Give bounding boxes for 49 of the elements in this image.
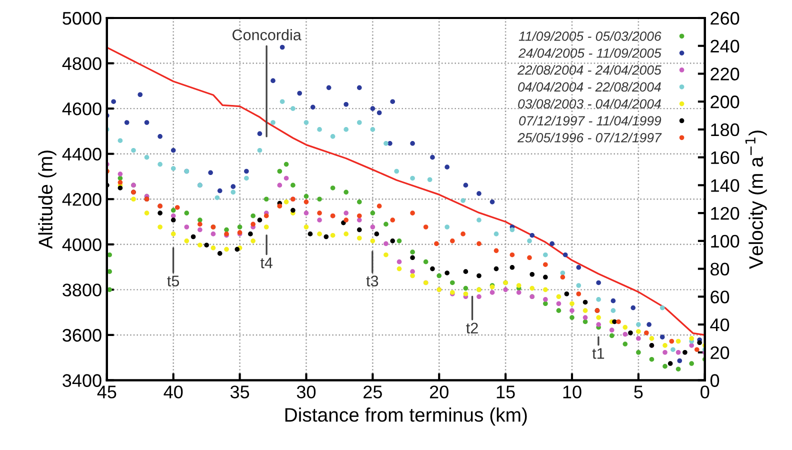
y2-tick-label: 240 [710, 40, 740, 53]
legend-label: 04/04/2004 - 22/08/2004 [518, 82, 661, 92]
y2-tick-label: 100 [711, 234, 740, 248]
y2-tick-label: 20 [710, 346, 730, 360]
annotation: Concordia [232, 29, 302, 40]
y-tick-label: 4000 [62, 238, 102, 252]
y2-tick-label: 80 [710, 262, 730, 276]
y2-tick-label: 220 [710, 68, 740, 80]
annotation: t5 [167, 276, 180, 286]
x-tick-label: 20 [430, 386, 448, 398]
y-tick-label: 4400 [62, 148, 102, 161]
y2-tick-label: 0 [710, 374, 720, 387]
x-axis-title: Distance from terminus (km) [285, 408, 527, 426]
annotation: t2 [466, 322, 478, 334]
legend-label: 07/12/1997 - 11/04/1999 [519, 116, 662, 126]
legend-label: 22/08/2004 - 24/04/2005 [517, 65, 662, 75]
annotation: t3 [366, 276, 378, 286]
y2-tick-label: 260 [710, 12, 740, 25]
annotation: t4 [260, 258, 272, 268]
x-tick-label: 25 [364, 386, 382, 398]
x-tick-label: 45 [97, 386, 116, 398]
y-tick-label: 5000 [62, 12, 102, 25]
y2-tick-label: 40 [710, 318, 730, 332]
legend-label: 03/08/2003 - 04/04/2004 [518, 98, 661, 109]
y2-tick-label: 200 [710, 96, 740, 108]
y-tick-label: 3600 [62, 328, 102, 342]
y2-tick-label: 140 [711, 179, 740, 192]
x-tick-label: 15 [496, 386, 515, 398]
y-tick-label: 4200 [62, 193, 102, 206]
legend-label: 25/05/1996 - 07/12/1997 [517, 132, 662, 142]
x-tick-label: 0 [700, 386, 710, 398]
y2-tick-label: 160 [711, 151, 740, 164]
legend-label: 11/09/2005 - 05/03/2006 [518, 31, 662, 41]
legend-label: 24/04/2005 - 11/09/2005 [518, 48, 662, 58]
y2-axis-title: Velocity (m a$^{−1}$) [745, 130, 767, 269]
y2-tick-label: 60 [710, 290, 730, 304]
x-tick-label: 40 [164, 386, 183, 398]
y-tick-label: 3400 [62, 374, 102, 387]
y-tick-label: 4800 [62, 57, 102, 70]
x-tick-label: 30 [296, 386, 316, 398]
x-tick-label: 5 [634, 386, 643, 398]
x-tick-label: 35 [230, 386, 250, 398]
y2-tick-label: 120 [711, 206, 740, 220]
y-tick-label: 4600 [62, 102, 102, 116]
y-axis-title: Altitude (m) [38, 150, 56, 249]
annotation: t1 [592, 348, 604, 359]
y2-tick-label: 180 [711, 123, 740, 136]
x-tick-label: 10 [563, 386, 582, 398]
y-tick-label: 3800 [62, 284, 102, 296]
